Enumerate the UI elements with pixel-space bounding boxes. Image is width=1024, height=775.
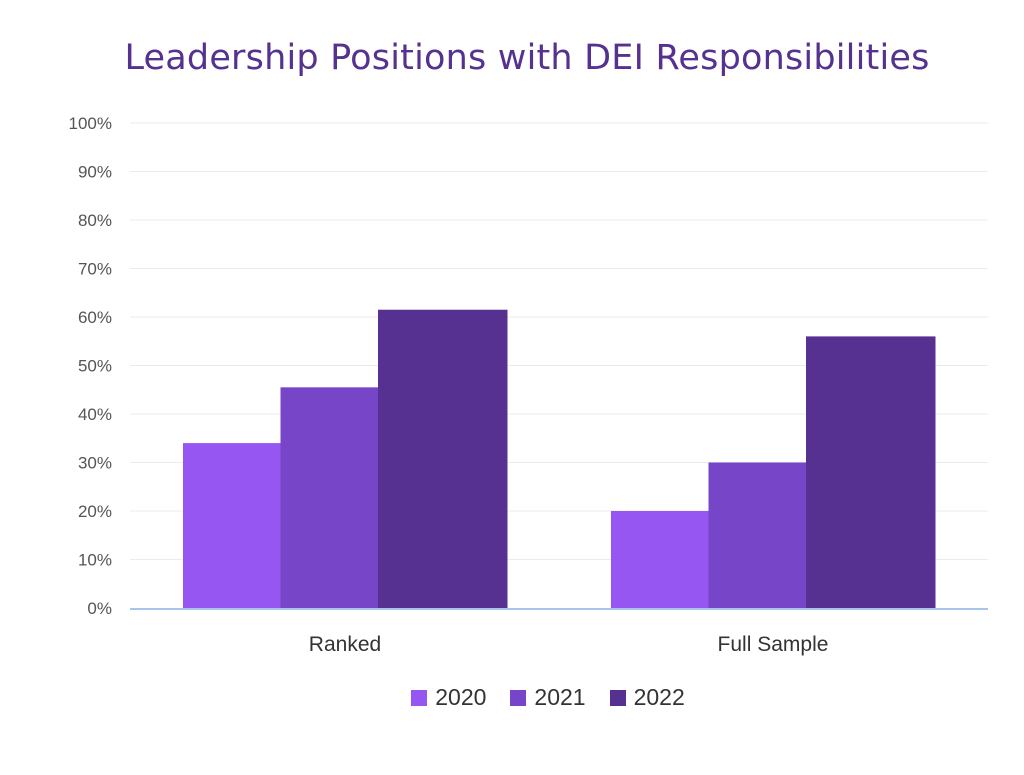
legend-swatch xyxy=(411,689,428,706)
y-tick-label: 90% xyxy=(78,163,112,182)
legend-item-2022: 2022 xyxy=(609,684,685,711)
y-tick-label: 70% xyxy=(78,260,112,279)
y-tick-label: 30% xyxy=(78,454,112,473)
bars xyxy=(183,309,936,608)
y-tick-label: 20% xyxy=(78,502,112,521)
x-category-label: Full Sample xyxy=(718,633,829,656)
legend-item-2020: 2020 xyxy=(411,684,486,711)
legend-label: 2020 xyxy=(435,684,487,710)
legend-label: 2021 xyxy=(534,684,586,710)
y-tick-label: 100% xyxy=(69,114,112,133)
bar-full-sample-2021 xyxy=(708,462,806,608)
bar-ranked-2020 xyxy=(183,443,281,608)
y-tick-label: 0% xyxy=(87,599,112,618)
y-axis-ticks: 0% 10% 20% 30% 40% 50% 60% 70% 80% 90% 100% xyxy=(69,114,112,618)
bar-ranked-2022 xyxy=(378,309,508,608)
legend-label: 2022 xyxy=(633,684,685,710)
legend-swatch xyxy=(510,689,527,706)
bar-full-sample-2022 xyxy=(806,336,936,608)
legend: 2020 2021 2022 xyxy=(0,684,1024,711)
legend-swatch xyxy=(609,689,626,706)
y-tick-label: 10% xyxy=(78,551,112,570)
y-tick-label: 80% xyxy=(78,211,112,230)
chart-title: Leadership Positions with DEI Responsibi… xyxy=(124,38,930,78)
y-tick-label: 60% xyxy=(78,308,112,327)
y-tick-label: 50% xyxy=(78,357,112,376)
bar-full-sample-2020 xyxy=(611,511,709,608)
legend-item-2021: 2021 xyxy=(510,684,586,711)
x-axis-labels: Ranked Full Sample xyxy=(309,633,829,656)
x-category-label: Ranked xyxy=(309,633,381,656)
bar-ranked-2021 xyxy=(280,387,378,608)
y-tick-label: 40% xyxy=(78,405,112,424)
